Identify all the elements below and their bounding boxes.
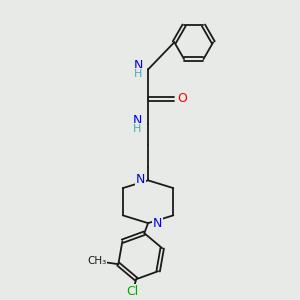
Text: CH₃: CH₃	[87, 256, 106, 266]
Text: Cl: Cl	[126, 285, 139, 298]
Text: N: N	[153, 217, 163, 230]
Text: N: N	[133, 113, 142, 127]
Text: H: H	[133, 124, 142, 134]
Text: N: N	[136, 173, 145, 186]
Text: O: O	[177, 92, 187, 105]
Text: H: H	[134, 69, 142, 79]
Text: N: N	[134, 59, 143, 72]
